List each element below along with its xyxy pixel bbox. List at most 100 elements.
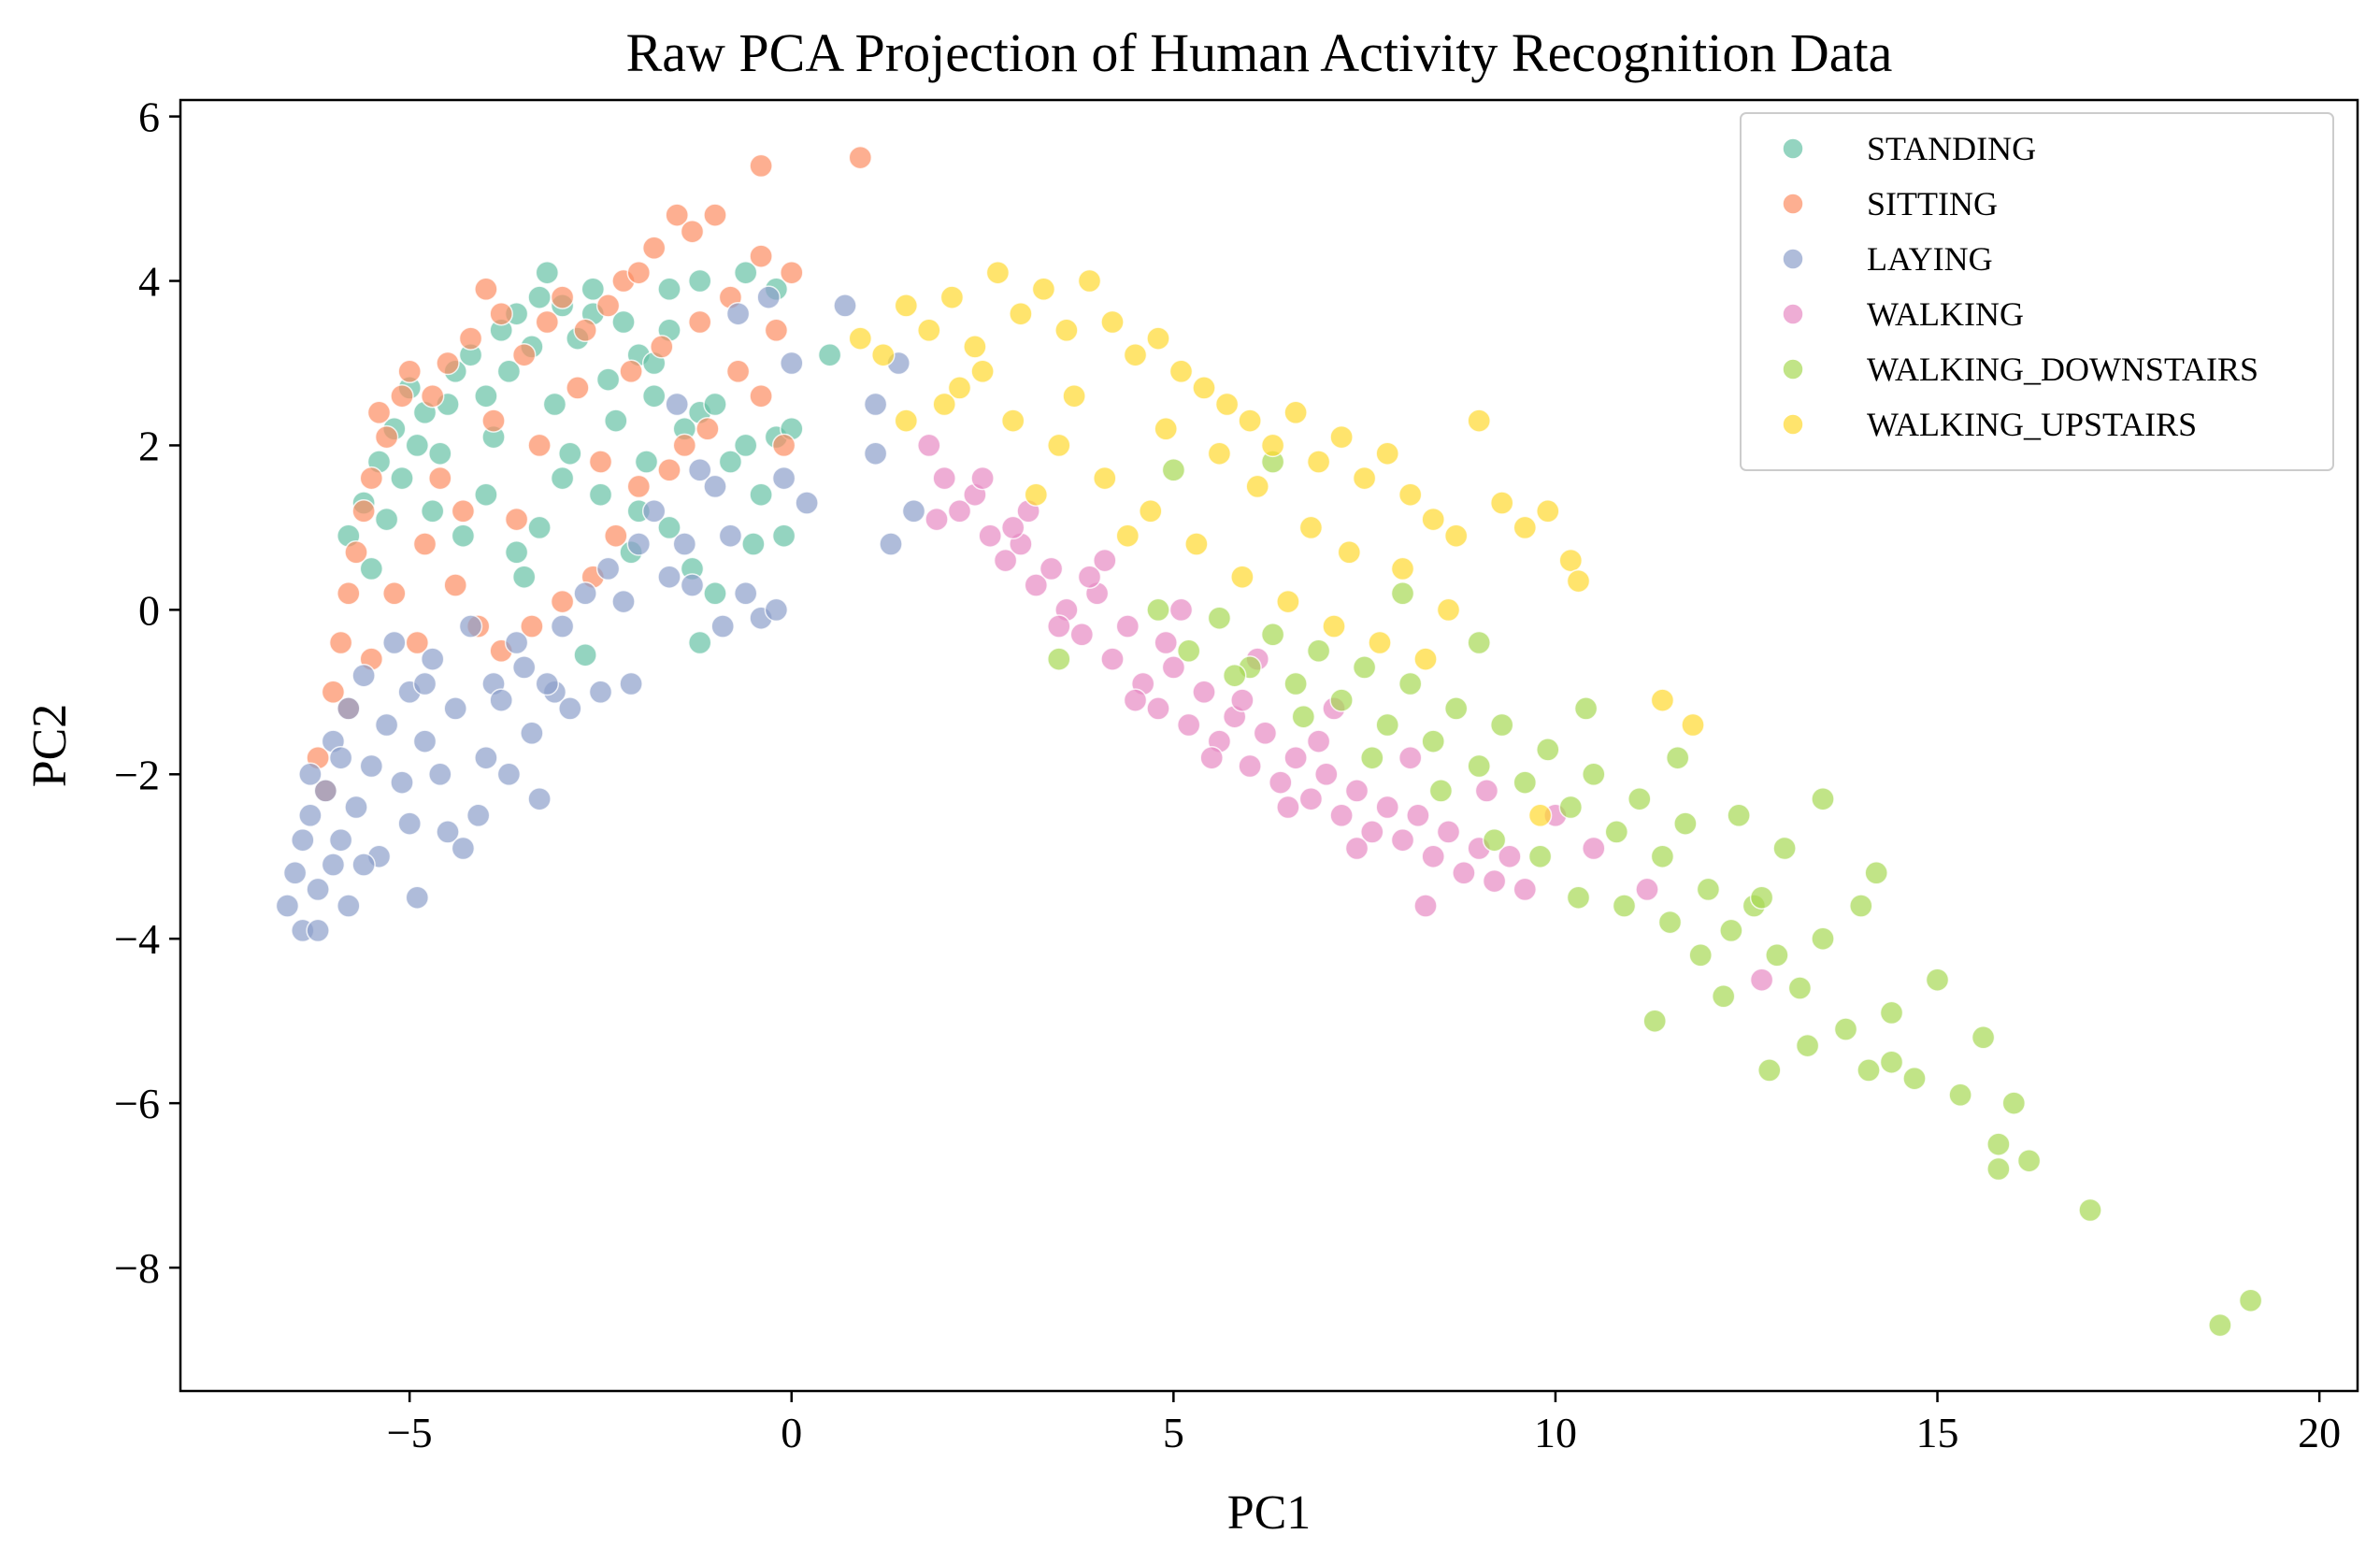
series-walking (917, 433, 1774, 992)
data-point (474, 482, 498, 507)
data-point (641, 236, 667, 261)
x-tick-label: 15 (1916, 1409, 1959, 1456)
data-point (1749, 968, 1774, 992)
data-point (749, 244, 773, 268)
data-point (511, 655, 537, 680)
data-point (703, 392, 727, 417)
data-point (520, 614, 544, 638)
data-point (1322, 614, 1346, 638)
y-axis-label: PC2 (23, 704, 77, 788)
data-point (1650, 844, 1675, 868)
data-point (1443, 523, 1469, 548)
data-point (374, 424, 399, 450)
data-point (542, 392, 567, 417)
data-point (1146, 696, 1170, 721)
data-point (1352, 655, 1377, 680)
data-point (703, 581, 727, 606)
data-point (1306, 729, 1331, 753)
data-point (1811, 926, 1835, 951)
data-point (619, 359, 643, 384)
legend-label: WALKING_DOWNSTAIRS (1867, 351, 2258, 388)
data-point (573, 642, 597, 667)
data-point (985, 260, 1011, 285)
series-sitting (306, 145, 873, 803)
data-point (687, 309, 712, 335)
data-point (863, 441, 888, 466)
data-point (848, 326, 873, 351)
data-point (420, 499, 445, 523)
data-point (733, 260, 758, 285)
data-point (764, 318, 789, 343)
data-point (657, 515, 681, 540)
data-point (1238, 409, 1262, 433)
data-point (925, 507, 949, 532)
data-point (1375, 712, 1399, 738)
data-point (1390, 581, 1415, 606)
data-point (527, 786, 552, 811)
data-point (474, 383, 498, 409)
data-point (657, 458, 681, 482)
data-point (1787, 976, 1813, 1000)
data-point (359, 556, 384, 581)
data-point (1283, 745, 1308, 770)
x-tick-label: 5 (1163, 1409, 1184, 1456)
data-point (833, 294, 857, 318)
x-axis: −5 0 5 10 15 20 (387, 1391, 2341, 1456)
data-point (451, 523, 476, 548)
data-point (1337, 540, 1362, 565)
data-point (390, 383, 414, 409)
data-point (1421, 507, 1445, 532)
data-point (1757, 1058, 1782, 1083)
data-point (1222, 663, 1247, 688)
data-point (1139, 499, 1163, 523)
data-point (595, 367, 621, 392)
data-point (1657, 910, 1683, 935)
data-point (328, 630, 353, 655)
data-point (1467, 753, 1491, 779)
data-point (443, 696, 467, 721)
series-laying (275, 285, 926, 943)
data-point (351, 499, 376, 523)
data-point (1176, 712, 1201, 738)
legend-marker (1782, 303, 1804, 325)
data-point (1123, 342, 1148, 367)
data-point (535, 671, 560, 696)
legend-marker (1782, 193, 1804, 215)
data-point (1421, 729, 1445, 753)
data-point (588, 482, 613, 507)
data-point (366, 400, 392, 425)
data-point (474, 745, 498, 770)
x-tick-label: 0 (781, 1409, 802, 1456)
data-point (535, 260, 560, 285)
data-point (282, 861, 308, 885)
data-point (1627, 786, 1652, 811)
data-point (1650, 688, 1675, 712)
series-walking-downstairs (1047, 450, 2263, 1338)
legend-item: WALKING (1782, 295, 2024, 333)
data-point (1582, 762, 1606, 787)
data-point (1146, 597, 1170, 623)
data-point (1811, 786, 1835, 811)
data-point (970, 359, 995, 384)
y-tick-label: 0 (138, 586, 160, 634)
data-point (604, 409, 628, 433)
data-point (749, 383, 773, 409)
data-point (947, 499, 972, 523)
data-point (978, 523, 1002, 548)
data-point (351, 663, 376, 688)
data-point (641, 499, 667, 523)
data-point (359, 466, 384, 491)
data-point (771, 523, 796, 548)
data-point (634, 450, 659, 474)
data-point (932, 392, 956, 417)
data-point (718, 523, 743, 548)
data-point (871, 342, 896, 367)
data-point (595, 294, 621, 318)
data-point (1902, 1066, 1927, 1091)
data-point (359, 753, 384, 779)
data-point (1467, 630, 1491, 655)
data-point (374, 507, 399, 532)
data-point (1711, 984, 1736, 1009)
data-point (382, 630, 407, 655)
data-point (2001, 1091, 2027, 1115)
